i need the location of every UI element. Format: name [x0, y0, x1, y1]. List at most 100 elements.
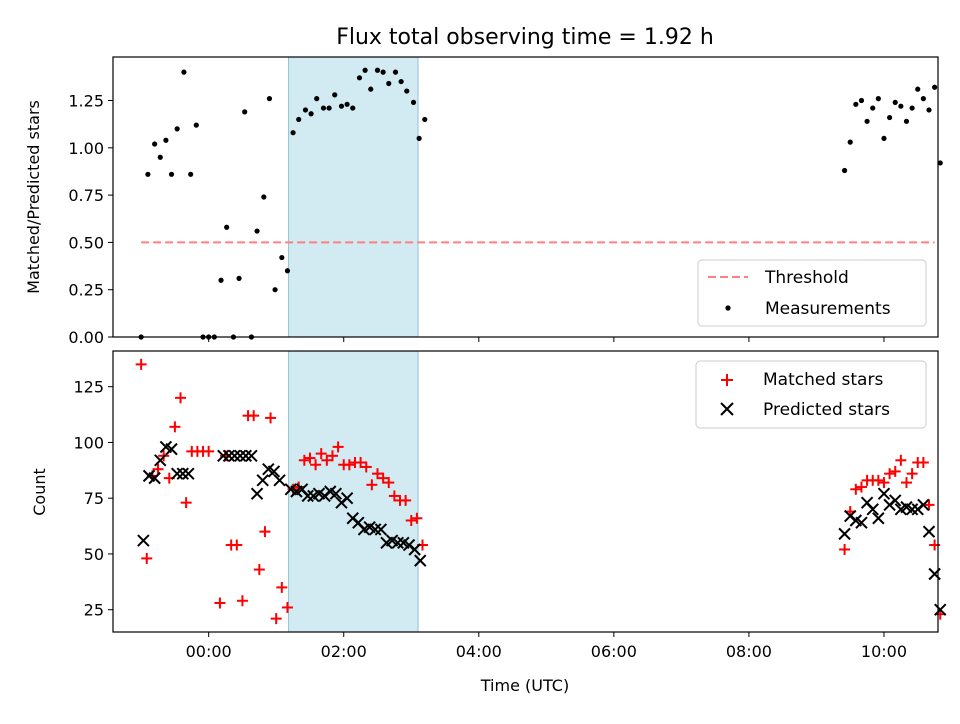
legend-predicted-swatch — [720, 402, 734, 416]
matched-star-point — [270, 613, 282, 625]
matched-star-point — [203, 445, 215, 457]
measurement-point — [236, 275, 242, 281]
predicted-star-point — [374, 523, 388, 536]
measurement-point — [386, 80, 392, 87]
legend-measurements-swatch — [725, 305, 731, 311]
measurement-point — [356, 75, 363, 81]
measurement-point — [392, 69, 399, 75]
measurement-point — [875, 96, 881, 102]
predicted-star-point — [176, 467, 189, 480]
measurement-point — [368, 86, 374, 92]
measurement-point — [284, 268, 291, 274]
matched-star-point — [231, 539, 243, 551]
bottom-y-axis-label: Count — [30, 468, 49, 516]
measurement-point — [242, 109, 248, 115]
measurement-point — [932, 84, 938, 90]
matched-star-point — [326, 450, 338, 462]
measurement-point — [398, 78, 404, 85]
matched-star-point — [405, 514, 417, 526]
predicted-star-point — [408, 543, 421, 556]
matched-star-point — [388, 490, 400, 502]
matched-star-point — [169, 421, 181, 433]
top-y-tick-label: 0.25 — [68, 281, 104, 300]
measurement-point — [350, 105, 356, 111]
measurement-point — [416, 135, 422, 141]
predicted-star-point — [391, 536, 404, 550]
bottom-y-tick-label: 125 — [73, 378, 104, 397]
measurement-point — [338, 103, 345, 109]
measurement-point — [188, 171, 194, 177]
measurement-point — [853, 101, 859, 107]
matched-star-point — [884, 468, 896, 480]
measurement-point — [296, 116, 302, 123]
matched-star-point — [889, 465, 901, 477]
matched-star-point — [321, 454, 333, 466]
matched-star-point — [917, 457, 929, 469]
measurement-point — [261, 194, 267, 200]
predicted-star-point — [934, 603, 947, 616]
predicted-star-point — [170, 467, 184, 480]
measurement-point — [404, 88, 410, 94]
matched-star-point — [259, 526, 271, 538]
top-y-tick-label: 0.50 — [68, 233, 104, 252]
legend-predicted-label: Predicted stars — [763, 400, 890, 420]
matched-star-point — [366, 479, 378, 491]
measurement-point — [380, 69, 386, 75]
bottom-y-tick-label: 50 — [84, 545, 104, 564]
predicted-star-point — [855, 516, 868, 529]
x-tick-label: 02:00 — [321, 642, 367, 661]
predicted-star-point — [256, 474, 269, 487]
predicted-star-point — [369, 523, 382, 536]
predicted-star-point — [301, 489, 314, 503]
predicted-star-point — [877, 487, 891, 500]
matched-star-point — [281, 601, 293, 613]
measurement-point — [290, 130, 296, 136]
matched-star-point — [253, 564, 265, 576]
predicted-star-point — [838, 527, 851, 541]
measurement-point — [920, 96, 926, 102]
measurement-point — [881, 135, 887, 141]
measurement-point — [272, 287, 278, 293]
measurement-point — [218, 277, 224, 283]
x-tick-label: 04:00 — [456, 642, 502, 661]
top-y-axis-label: Matched/Predicted stars — [24, 100, 43, 294]
measurement-point — [892, 99, 898, 106]
x-tick-label: 10:00 — [861, 642, 907, 661]
measurement-point — [374, 67, 381, 73]
matched-star-point — [371, 468, 383, 480]
matched-star-point — [141, 552, 153, 564]
matched-star-point — [135, 358, 147, 370]
measurement-point — [193, 122, 199, 128]
legend-matched-swatch — [721, 374, 733, 386]
predicted-star-point — [872, 512, 885, 525]
measurement-point — [174, 126, 180, 132]
figure-title: Flux total observing time = 1.92 h — [336, 25, 714, 50]
predicted-star-point — [148, 471, 161, 485]
matched-star-point — [400, 494, 412, 506]
matched-star-point — [355, 457, 367, 469]
predicted-star-point — [233, 449, 247, 463]
matched-star-point — [304, 452, 316, 464]
predicted-star-point — [182, 467, 195, 480]
predicted-star-point — [414, 554, 427, 567]
measurement-point — [422, 116, 428, 123]
predicted-star-point — [239, 449, 253, 463]
legend-measurements-label: Measurements — [765, 299, 891, 319]
measurement-point — [909, 105, 915, 111]
top-panel: 0.00 0.25 0.50 0.75 1.00 1.25 Matched/Predict… — [24, 56, 943, 347]
x-tick-label: 00:00 — [186, 642, 232, 661]
matched-star-point — [180, 497, 192, 509]
matched-star-point — [248, 410, 260, 422]
matched-star-point — [839, 543, 851, 555]
matched-star-point — [265, 412, 277, 424]
top-y-tick-label: 1.25 — [68, 92, 104, 111]
measurement-point — [915, 86, 921, 92]
measurement-point — [410, 99, 417, 106]
matched-star-point — [360, 461, 372, 473]
top-legend-box — [697, 259, 927, 327]
predicted-star-point — [866, 503, 879, 516]
bottom-legend: Matched stars Predicted stars — [695, 360, 927, 429]
predicted-star-point — [250, 487, 264, 500]
bottom-legend-box — [695, 360, 927, 429]
